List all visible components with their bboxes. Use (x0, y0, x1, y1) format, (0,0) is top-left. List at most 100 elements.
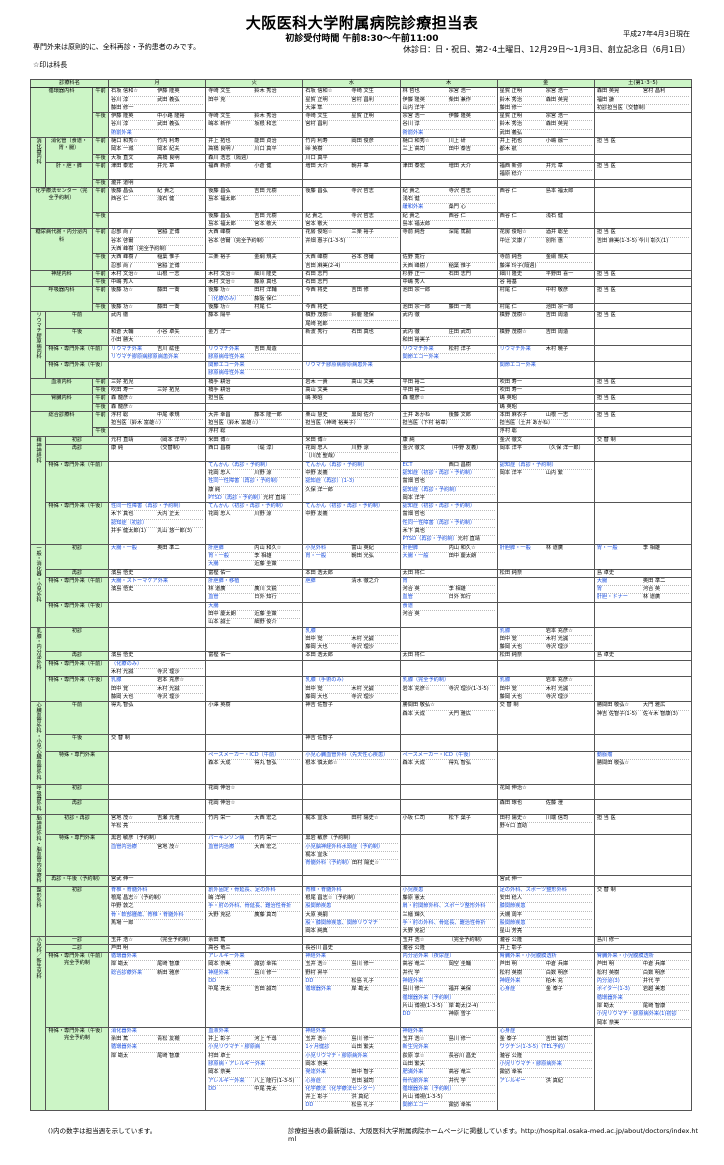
schedule-cell: 森 龍彦☆ (399, 394, 498, 404)
department-name-text: 整形外科 (35, 886, 42, 908)
schedule-cell: 脊椎・脊髄外科 根尾 昌志☆（予約制） 股関節疾患 大原 英嗣 股・膝関節疾患、関節リウ… (302, 885, 401, 937)
cell-line: 黒岩 敏彦（予約制） (305, 835, 398, 844)
specialty-clinic: DD (305, 978, 314, 985)
schedule-row: 化学療法センター（完全予約制） 午前 後藤 昌弘紀 貴之 西谷 仁浅石 健後藤 昌弘吉… (30, 186, 693, 230)
cell-line: 林 哲也 宗宮 浩一 (402, 88, 495, 97)
doctor-name: 長谷川 昌史 (305, 944, 333, 951)
doctor-name: 金綱 規夫 (545, 254, 569, 261)
specialty-clinic: 肩・肘関節外科、スポーツ整形外科 (402, 903, 486, 910)
doctor-name: 鈴木 秀治 (499, 96, 523, 103)
session-label: 特殊・専門外来（午前） (44, 344, 110, 363)
session-label: 特殊・専門外来（午前）完全予約制 (44, 952, 110, 1028)
doctor-name: 大西 宏之 (254, 843, 277, 850)
doctor-name: 川端 信司 (545, 814, 569, 821)
doctor-name: 中小路 隆裕 (157, 113, 185, 120)
schedule-cell: 肝胆膵・移植林 道廣 廣川 文鋭 血管 日外 知行 (205, 576, 304, 603)
cell-line: 交 替 制 (597, 437, 689, 444)
doctor-name: 芦田 明 (111, 944, 129, 951)
schedule-cell: 太田 将仁 (399, 568, 498, 578)
doctor-name: 井代 学 (448, 1077, 466, 1084)
doctor-name: 細川 隆史 (499, 270, 523, 277)
cell-line: 木村 文治☆ 山根 一志 (111, 271, 203, 278)
cell-line: 谷川 淳 武田 義弘 (111, 121, 204, 130)
doctor-name: 武田 義弘 (157, 96, 180, 103)
cell-line: 循環器外来 (596, 995, 689, 1003)
cell-line: 担 当 医 (597, 395, 689, 402)
doctor-name: 中野 友義 (305, 511, 328, 518)
cell-line: アレルギー外来 八上 隆行(1-3-5) (208, 1078, 301, 1086)
specialty-clinic: 胃 (596, 586, 603, 593)
doctor-name: 瀧井 道明 (111, 179, 134, 186)
doctor-name: 花岡 忠人 (208, 511, 231, 518)
specialty-clinic: 大腸・ストーマケア外来 (111, 577, 169, 584)
cell-line: 嶋本 新作 坂根 和志 (208, 121, 300, 128)
doctor-name: 吹田 寿一 (499, 386, 523, 393)
department-name: 総合診療科 (30, 410, 93, 437)
as-of-date: 平成27年4月3日現在 (623, 30, 690, 38)
schedule-row: 精神神経科 初診 元村 直靖 （岡本 洋平） 米田 博☆ 米田 博☆ 康 純金沢 徹文交 替… (30, 435, 693, 545)
doctor-name: 岡本 奈美 (208, 1069, 231, 1076)
cell-line: 福田 謙 (596, 97, 689, 105)
cell-line: 血管内治療 大西 宏之 (208, 844, 300, 851)
schedule-cell: 担 当 医 (593, 813, 693, 836)
doctor-name: 森川 浩志（隔週） (208, 154, 252, 161)
doctor-name: 桑門 心 (448, 204, 466, 211)
doctor-name: 中嶋 秀人 (402, 279, 425, 286)
doctor-name: 大槻 周平 (499, 911, 523, 918)
cell-line: 嶋 洋明 (208, 895, 301, 904)
cell-line: 初診担当医（交替制） (597, 105, 689, 112)
schedule-cell: 後藤 昌弘 紀 貴之 西谷 仁 浅石 健 (108, 186, 207, 213)
cell-line: 乳腺 岩本 充彦☆ (111, 677, 204, 686)
doctor-name: 担 当 医 (596, 395, 616, 402)
schedule-cell (302, 427, 401, 437)
schedule-cell (593, 783, 693, 800)
doctor-name: 樋口 和秀☆ (402, 138, 430, 145)
cell-line: 濱島 悟史 (111, 570, 203, 577)
doctor-name: 金綱 規夫 (254, 254, 277, 261)
cell-line: 関節エコー外来 (500, 362, 592, 369)
department-name: 一般・消化器・小児外科 (30, 543, 46, 628)
cell-line: 花房 俊昭☆ 酒井 聡至 (499, 229, 592, 238)
cell-line: 担 当 医 (596, 229, 689, 238)
schedule-cell: 花岡 伸治☆ (205, 798, 304, 815)
department-name-text: 脳神経外科・脳血管内治療科 (35, 814, 42, 883)
footer-website-note: 診療担当表の最新版は、大阪医科大学附属病院ホームページに掲載しています。http… (288, 1126, 699, 1143)
specialty-clinic: 肝胆膵 (208, 544, 224, 551)
session-label: 特殊・専門外来（午前） (44, 576, 110, 603)
specialty-clinic: 股関節疾患 (499, 919, 526, 926)
cell-line: 太田 将仁 (403, 570, 495, 577)
doctor-name: 大西 峰樹（完全予約制） (111, 245, 170, 252)
cell-line: 循環器外来 岸 勘太 (305, 986, 397, 993)
cell-line: 山内 洋平 (403, 105, 495, 112)
doctor-name: 米田 博☆ (305, 436, 328, 443)
doctor-name: 嶋 英昭 (499, 403, 517, 410)
doctor-name: 栗山 慧史 (305, 411, 328, 418)
doctor-name: 樋口 和秀☆ (111, 138, 139, 145)
schedule-cell: 乳腺 岩本 充彦☆ 田中 覚 木村 光誠 藤岡 大也 寺沢 理沙 (496, 676, 595, 703)
schedule-cell: 後藤 昌弘 吉田 元樹 島本 福太郎 (205, 186, 304, 213)
schedule-cell (593, 834, 693, 877)
schedule-cell (496, 178, 595, 188)
doctor-name: 浮村 聡 (208, 428, 226, 435)
doctor-name: 藤原 憲太 (402, 895, 425, 902)
schedule-cell: 創外固定・骨延長、足の外科嶋 洋明 手・肘の外科、骨延長、難治性骨折 大野 克記 廣藤… (205, 885, 304, 937)
doctor-name: 初診担当医（交替制） (596, 104, 649, 111)
doctor-name: 担当医 (208, 395, 224, 402)
doctor-name: 藤田 一喬 (448, 304, 471, 311)
schedule-cell: リウマチ外来 松村 洋子 関節エコー外来 (399, 344, 498, 363)
doctor-name: 森田 英晃 (545, 121, 569, 128)
schedule-cell: 嶋 英昭 (496, 394, 595, 404)
cell-line: 福原 稔介 (500, 171, 592, 178)
cell-line: 血管 日外 知行 (403, 594, 495, 601)
doctor-name: 西口 昌樹 (448, 461, 471, 468)
doctor-name: 内山 和久☆ (448, 544, 476, 551)
department-name: 呼吸器外科 (30, 783, 46, 815)
cell-line: 余田 篤 青松 友槻 (111, 1036, 204, 1045)
cell-line: 胃 (402, 578, 495, 587)
cell-line: 担当医（下村 裕章） (403, 420, 495, 427)
schedule-cell: 消化器外来 余田 篤 青松 友槻 循環器外来岸 勘太 尾崎 智康 (108, 1026, 207, 1111)
cell-line: 瀧谷 公隆 (499, 1053, 592, 1061)
cell-line: 内分泌(3) 井代 学 (596, 978, 689, 987)
cell-line: 紀 貴之 寺沢 哲志 (402, 188, 495, 197)
schedule-cell: 増田 大介 朝井 章 (302, 161, 401, 180)
